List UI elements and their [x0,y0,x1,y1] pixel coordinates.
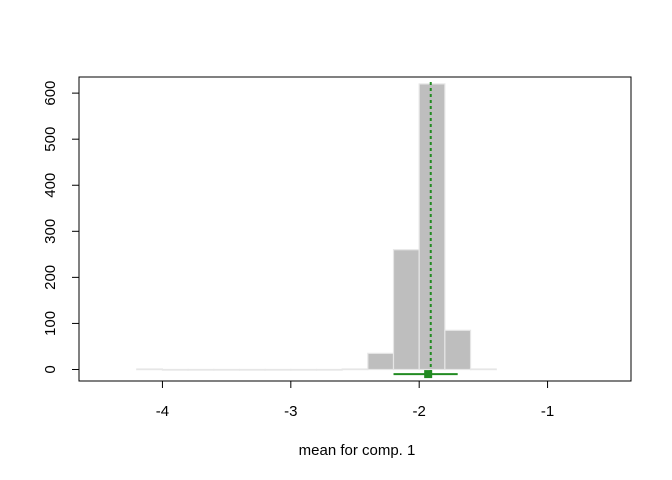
histogram-bar [187,368,215,371]
y-tick-label: 0 [42,365,59,373]
histogram-bar [161,368,189,371]
histogram-bar [264,368,292,371]
y-tick-label: 600 [42,81,59,106]
x-tick-label: -3 [284,403,297,420]
histogram-bar [238,368,266,371]
x-axis-title: mean for comp. 1 [299,442,416,459]
estimate-markers [393,82,458,379]
histogram-bar [469,368,497,371]
x-axis: -4 -3 -2 -1 [156,380,554,420]
plot-frame [78,76,632,382]
x-tick-label: -2 [413,403,426,420]
histogram-bar [418,83,446,371]
point-estimate [424,370,433,379]
histogram-bar [392,249,420,371]
histogram-bar [367,352,395,371]
y-tick-label: 200 [42,265,59,290]
histogram-bar [213,368,241,371]
y-axis: 0 100 200 300 400 500 600 [42,81,80,374]
histogram-bar [315,368,343,371]
y-tick-label: 500 [42,127,59,152]
histogram-bar [290,368,318,371]
y-tick-label: 300 [42,219,59,244]
histogram-bar [136,368,164,371]
x-tick-label: -1 [541,403,554,420]
histogram-bar [444,329,472,371]
y-tick-label: 400 [42,173,59,198]
x-tick-label: -4 [156,403,169,420]
y-tick-label: 100 [42,311,59,336]
histogram-bar [341,368,369,371]
histogram-bars [136,83,497,371]
